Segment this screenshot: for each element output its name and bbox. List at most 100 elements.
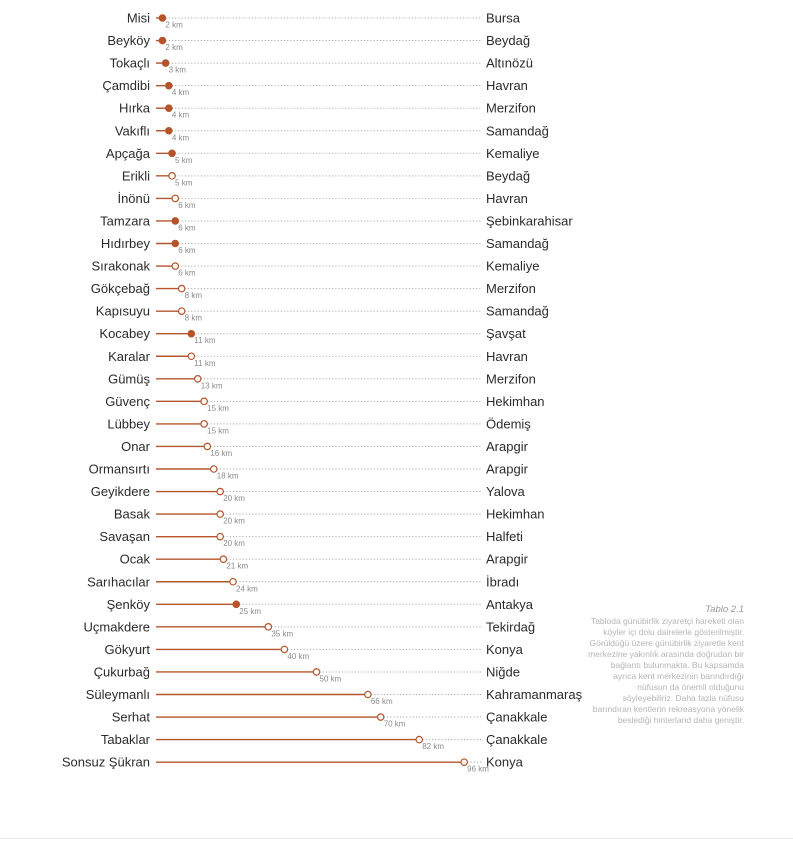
not-visited-dot: [264, 623, 273, 631]
visited-dot: [161, 59, 170, 67]
city-label: Ödemiş: [486, 416, 531, 431]
city-label: Merzifon: [486, 101, 536, 116]
village-label: Serhat: [112, 710, 151, 725]
village-label: Güvenç: [105, 394, 150, 409]
village-label: Tamzara: [100, 213, 151, 228]
city-label: Havran: [486, 191, 528, 206]
city-label: Havran: [486, 78, 528, 93]
not-visited-dot: [216, 487, 225, 496]
city-label: Konya: [486, 755, 524, 770]
visited-dot: [165, 81, 173, 90]
city-label: Arapgir: [486, 439, 529, 454]
distance-label: 50 km: [320, 674, 342, 683]
village-label: Gümüş: [108, 371, 150, 386]
village-label: Çamdibi: [102, 78, 150, 93]
village-label: Gökyurt: [104, 642, 150, 657]
village-label: Ocak: [120, 552, 151, 567]
village-label: Beyköy: [107, 33, 150, 48]
village-label: Süleymanlı: [86, 687, 150, 702]
caption-title: Tablo 2.1: [705, 604, 744, 615]
not-visited-dot: [219, 555, 228, 564]
city-label: Havran: [486, 349, 528, 364]
distance-label: 4 km: [172, 111, 190, 120]
village-label: Erikli: [122, 168, 150, 183]
distance-label: 3 km: [169, 66, 187, 75]
village-label: Sonsuz Şükran: [62, 755, 150, 770]
distance-label: 6 km: [178, 201, 196, 210]
distance-label: 4 km: [172, 88, 190, 97]
village-label: Uçmakdere: [84, 619, 150, 634]
village-label: Tokaçlı: [110, 56, 150, 71]
caption-body: Tabloda günübirlik ziyaretçi hareketi ol…: [588, 616, 744, 725]
village-label: Karalar: [108, 349, 151, 364]
distance-label: 18 km: [217, 472, 239, 481]
visited-dot: [168, 149, 176, 158]
visited-dot: [187, 329, 196, 338]
distance-label: 15 km: [207, 426, 229, 435]
distance-label: 24 km: [236, 584, 258, 593]
village-label: Gökçebağ: [91, 281, 150, 296]
village-label: Onar: [121, 439, 151, 454]
not-visited-dot: [415, 735, 424, 744]
distance-label: 40 km: [287, 652, 309, 661]
village-label: Sarıhacılar: [87, 574, 151, 589]
city-label: Merzifon: [486, 371, 536, 386]
village-label: Kocabey: [99, 326, 150, 341]
distance-label: 6 km: [178, 269, 196, 278]
village-label: Vakıflı: [115, 123, 150, 138]
city-label: Beydağ: [486, 33, 530, 48]
city-label: Yalova: [486, 484, 526, 499]
city-label: Çanakkale: [486, 732, 547, 747]
distance-label: 11 km: [194, 359, 216, 368]
city-label: Kahramanmaraş: [486, 687, 583, 702]
distance-label: 8 km: [185, 291, 203, 300]
village-label: Sırakonak: [91, 259, 150, 274]
village-label: Geyikdere: [91, 484, 150, 499]
city-label: Beydağ: [486, 168, 530, 183]
distance-label: 35 km: [271, 629, 293, 638]
village-label: Şenköy: [107, 597, 151, 612]
city-label: Hekimhan: [486, 394, 545, 409]
village-label: Ormansırtı: [89, 462, 150, 477]
village-label: İnönü: [117, 191, 150, 206]
distance-label: 16 km: [210, 449, 232, 458]
village-label: Savaşan: [99, 529, 150, 544]
village-label: Basak: [114, 507, 151, 522]
visited-dot: [165, 126, 173, 135]
visited-dot: [232, 600, 241, 609]
distance-label: 15 km: [207, 404, 229, 413]
distance-label: 8 km: [185, 314, 203, 323]
city-label: Altınözü: [486, 56, 533, 71]
not-visited-dot: [171, 194, 180, 203]
city-label: Bursa: [486, 11, 521, 26]
city-label: Kemaliye: [486, 146, 539, 161]
city-label: Samandağ: [486, 123, 549, 138]
not-visited-dot: [280, 645, 289, 654]
not-visited-dot: [376, 713, 385, 721]
distance-label: 4 km: [172, 133, 190, 142]
distance-label: 66 km: [371, 697, 393, 706]
village-label: Apçağa: [106, 146, 151, 161]
city-label: Çanakkale: [486, 710, 547, 725]
village-label: Lübbey: [107, 416, 150, 431]
distance-label: 70 km: [384, 720, 406, 729]
city-label: Tekirdağ: [486, 619, 535, 634]
not-visited-dot: [177, 307, 186, 315]
not-visited-dot: [200, 420, 208, 428]
city-label: Arapgir: [486, 552, 529, 567]
visited-dot: [165, 104, 173, 113]
city-label: Hekimhan: [486, 507, 545, 522]
city-label: Halfeti: [486, 529, 523, 544]
distance-label: 25 km: [239, 607, 261, 616]
visited-dot: [158, 14, 167, 22]
not-visited-dot: [229, 577, 237, 586]
village-label: Hıdırbey: [101, 236, 151, 251]
distance-label: 20 km: [223, 494, 245, 503]
not-visited-dot: [460, 758, 468, 766]
village-label: Çukurbağ: [94, 664, 150, 679]
distance-label: 21 km: [226, 562, 248, 571]
not-visited-dot: [187, 352, 196, 361]
chart-caption: Tablo 2.1 Tabloda günübirlik ziyaretçi h…: [588, 604, 744, 726]
city-label: Merzifon: [486, 281, 536, 296]
